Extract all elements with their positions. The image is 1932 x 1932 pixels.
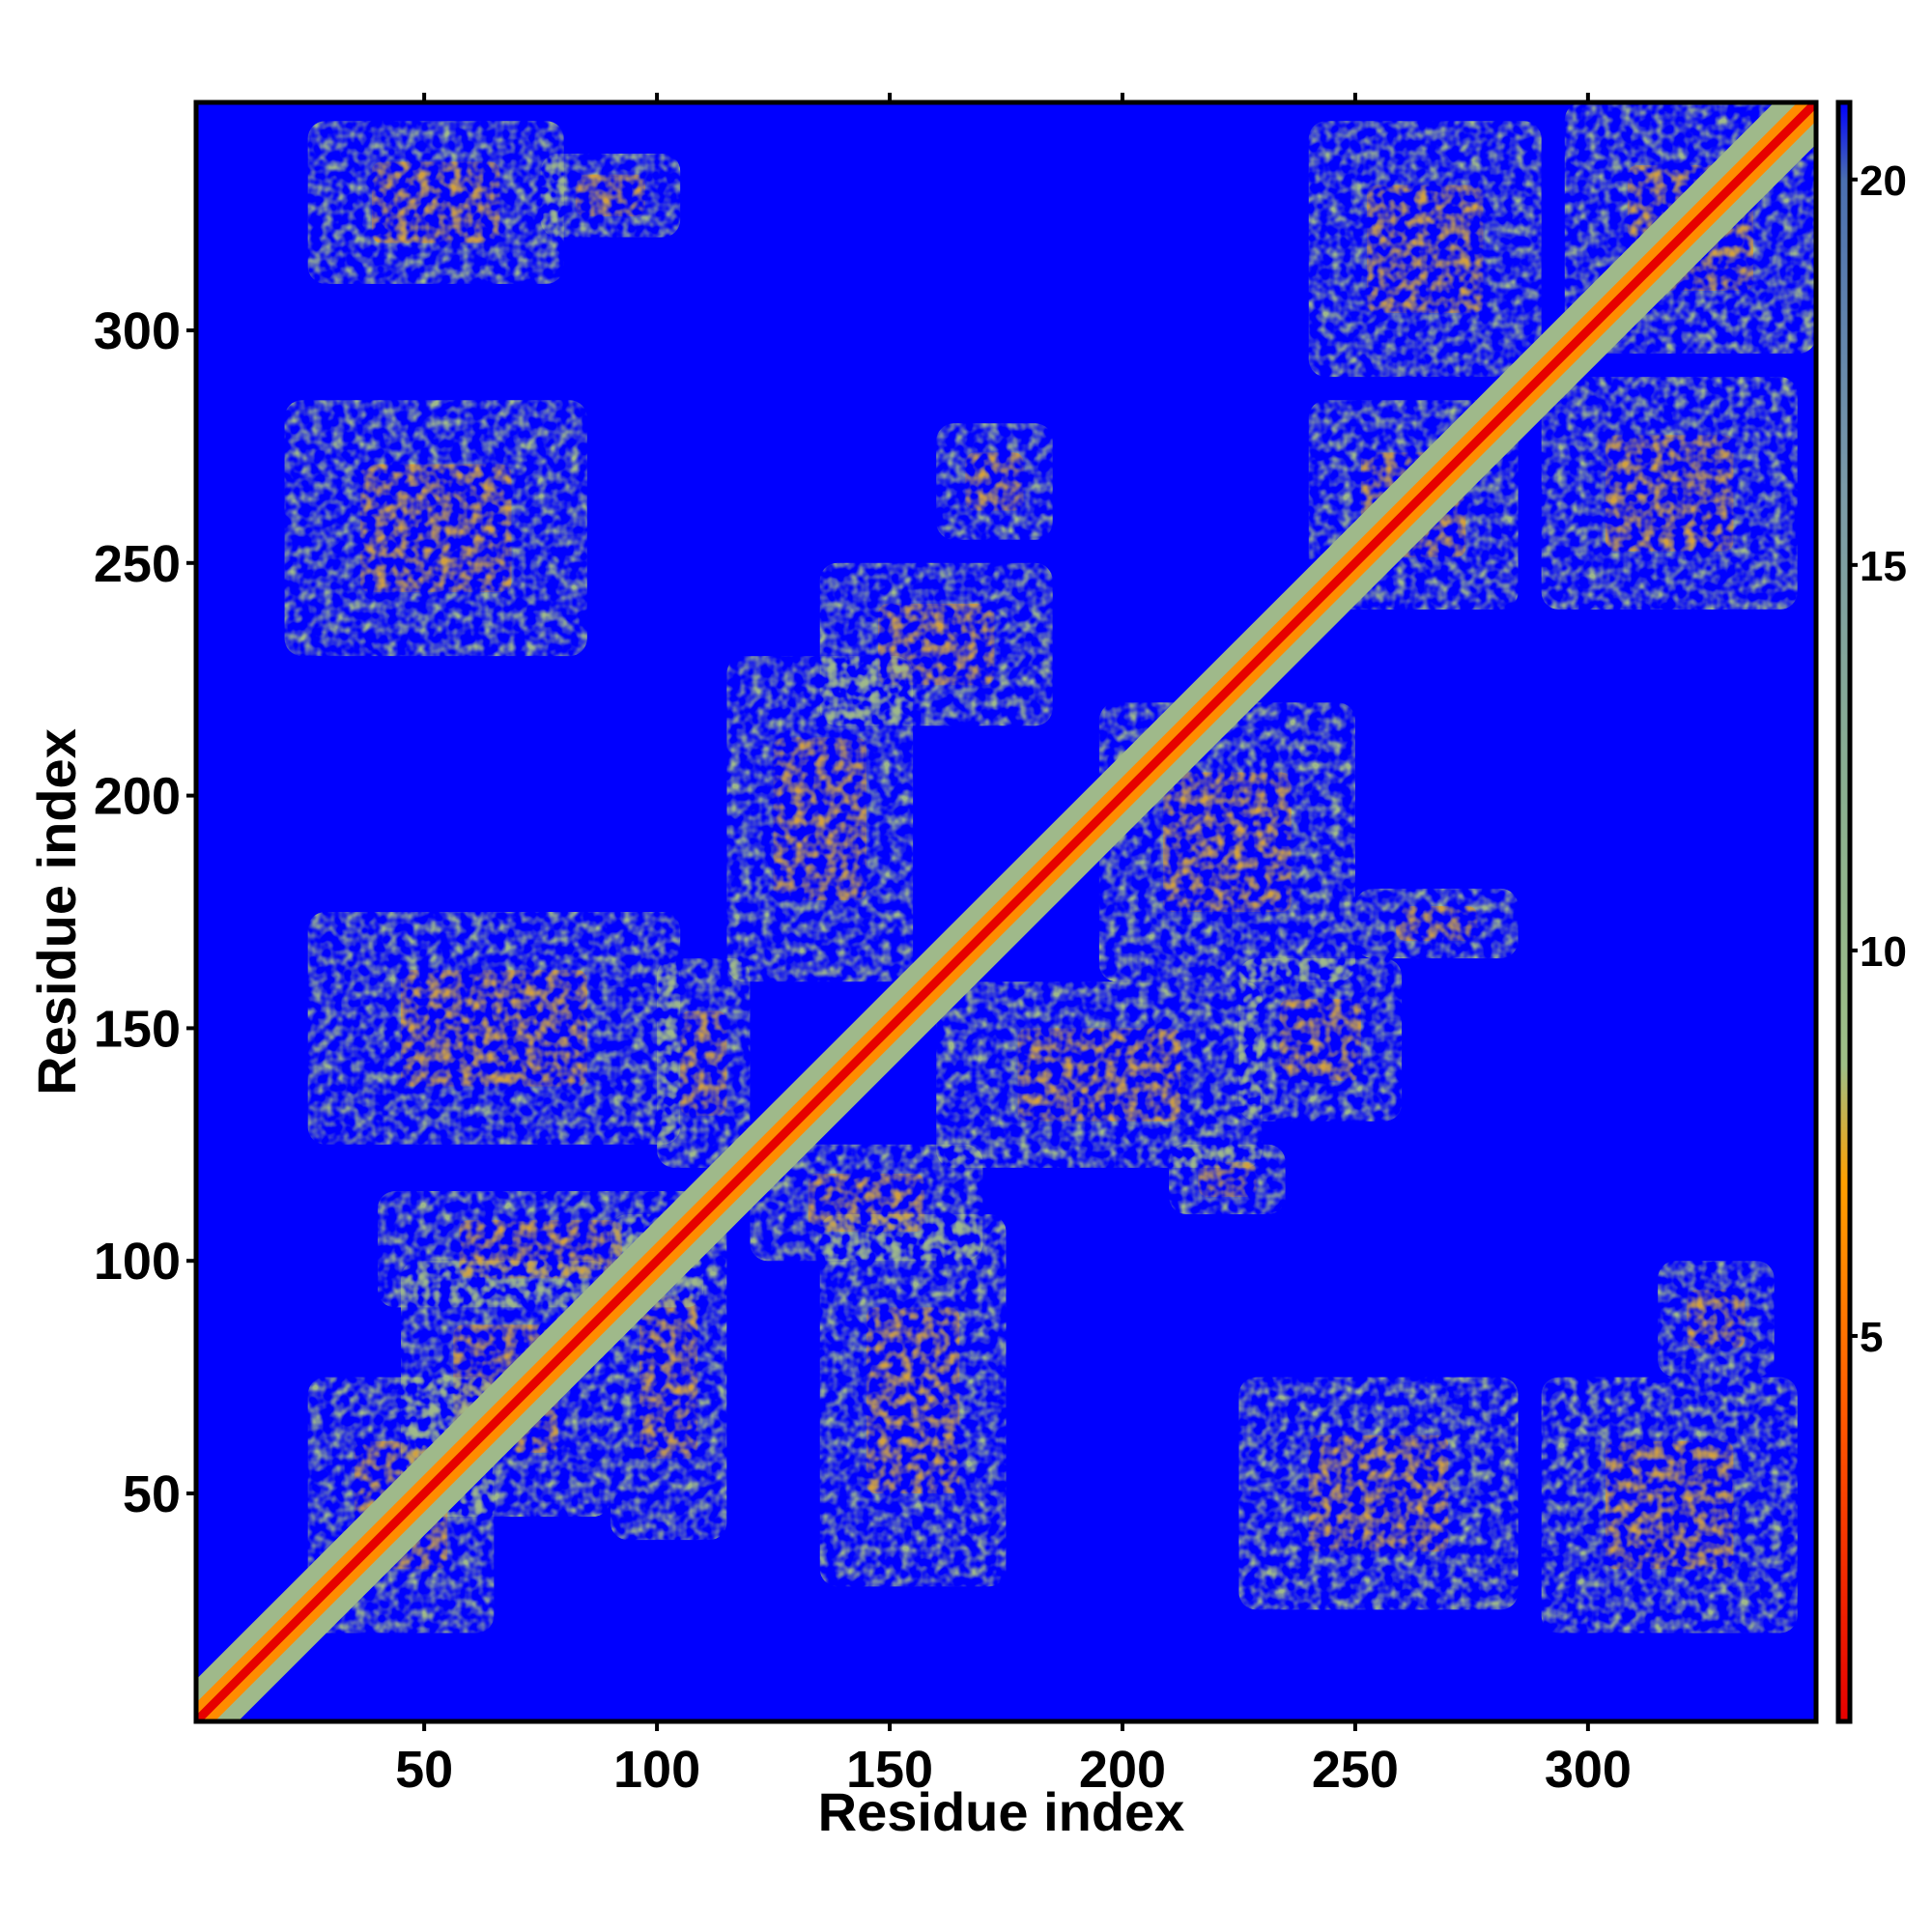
y-tick-label: 150 [94, 1000, 181, 1058]
y-axis: 50 100 150 200 250 300 [94, 302, 196, 1523]
contact-region-core [1308, 1435, 1449, 1552]
diagonal-band [196, 102, 1816, 1721]
contact-region-core [1605, 1440, 1734, 1570]
contact-region-core [359, 464, 512, 592]
x-tick-label: 50 [395, 1741, 453, 1799]
contact-region [936, 423, 1053, 540]
contact-region-core [1396, 905, 1478, 942]
contact-region [1541, 1377, 1798, 1634]
contact-region-core [1198, 1161, 1257, 1197]
contact-region [284, 400, 587, 657]
x-tick-label: 100 [613, 1741, 700, 1799]
plot-area [193, 99, 1819, 1724]
contact-region-core [1279, 999, 1361, 1081]
contact-region [726, 656, 914, 982]
contact-region [1308, 121, 1542, 378]
contact-region [936, 981, 1263, 1168]
contact-region [1354, 888, 1519, 959]
colorbar-tick-label: 5 [1860, 1314, 1883, 1361]
y-tick-label: 50 [123, 1465, 181, 1523]
contact-region [750, 1144, 983, 1262]
colorbar-tick-label: 15 [1860, 543, 1907, 590]
x-tick-label: 150 [846, 1741, 933, 1799]
diagonal-line [196, 102, 1816, 1721]
y-tick-label: 200 [94, 768, 181, 826]
contact-region [1541, 377, 1798, 610]
contact-region [1238, 1377, 1519, 1610]
x-axis: 50 100 150 200 250 300 [395, 93, 1632, 1799]
contact-region [819, 1214, 1007, 1587]
contact-region-core [1163, 772, 1292, 912]
contact-region-core [639, 1295, 698, 1459]
y-tick-label: 100 [94, 1233, 181, 1291]
contact-region-core [808, 1173, 925, 1233]
contact-region [1238, 958, 1403, 1122]
x-axis-title: Residue index [818, 1781, 1185, 1842]
contact-region-core [1687, 1290, 1746, 1349]
contact-region [1658, 1261, 1775, 1378]
contact-region-core [401, 970, 587, 1087]
contact-region-core [575, 174, 646, 216]
x-tick-label: 200 [1079, 1741, 1166, 1799]
contact-region-core [1017, 1028, 1181, 1122]
contact-region [1169, 1144, 1286, 1215]
y-axis-title: Residue index [26, 728, 87, 1095]
contact-region-core [965, 452, 1024, 511]
colorbar-frame [1835, 99, 1853, 1724]
contact-region [657, 958, 751, 1168]
y-tick-label: 300 [94, 302, 181, 360]
contact-region-core [371, 161, 500, 243]
contact-region [540, 153, 681, 238]
contact-region-core [1366, 185, 1484, 313]
x-tick-label: 250 [1312, 1741, 1399, 1799]
contact-region-core [459, 1220, 622, 1279]
contact-region-core [773, 737, 867, 900]
colorbar-tick-label: 10 [1860, 928, 1907, 976]
colorbar-fill [1838, 102, 1850, 1721]
x-tick-label: 300 [1545, 1741, 1632, 1799]
y-tick-label: 250 [94, 535, 181, 593]
contact-region [307, 912, 681, 1145]
plot-frame [193, 99, 1819, 1724]
contact-region [307, 121, 564, 284]
contact-region-core [680, 1010, 727, 1116]
contact-region-core [866, 1307, 960, 1494]
contact-region-core [1605, 435, 1734, 552]
colorbar: 5 10 15 20 [1835, 99, 1907, 1724]
colorbar-ticks: 5 10 15 20 [1850, 157, 1907, 1361]
colorbar-tick-label: 20 [1860, 157, 1907, 205]
contact-regions [284, 102, 1816, 1634]
